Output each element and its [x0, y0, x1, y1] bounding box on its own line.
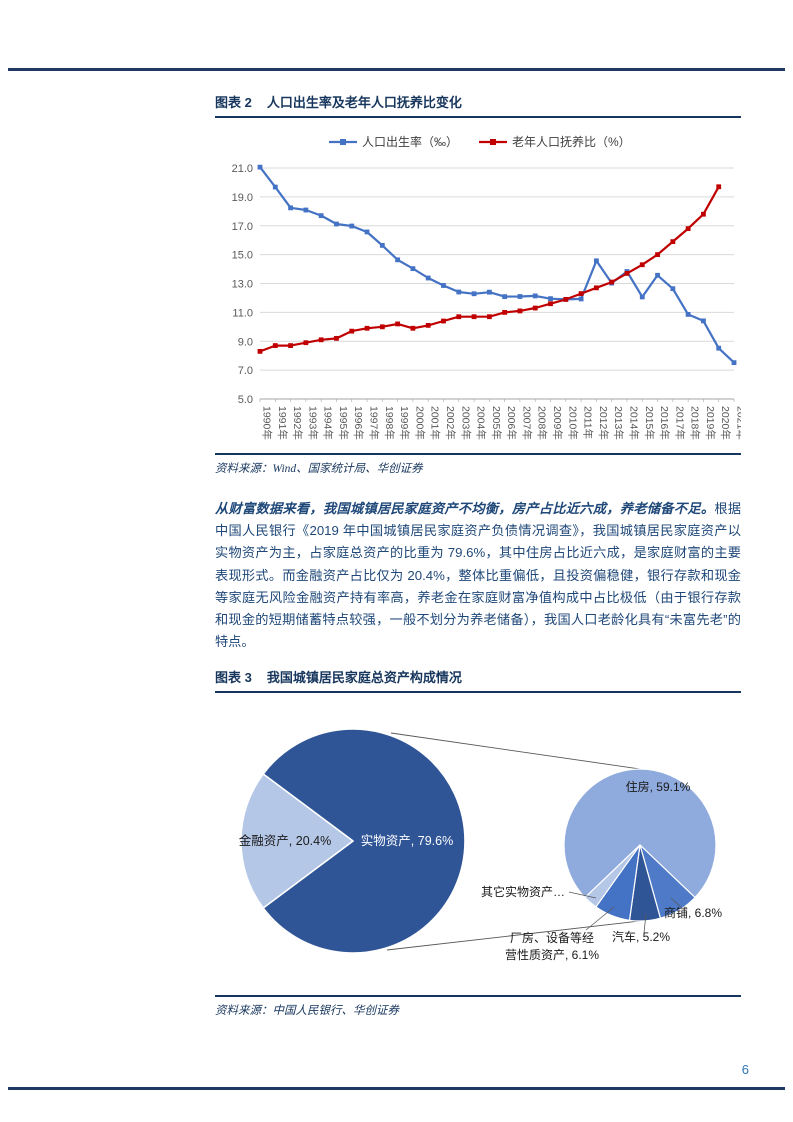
svg-text:19.0: 19.0	[232, 192, 253, 204]
figure-3-title: 我国城镇居民家庭总资产构成情况	[266, 670, 462, 686]
main-pie-label: 金融资产, 20.4%	[239, 833, 331, 848]
svg-text:老年人口抚养比（%）: 老年人口抚养比（%）	[512, 134, 631, 149]
chart-legend: 人口出生率（‰） 老年人口抚养比（%）	[329, 134, 631, 149]
series-old-age-dependency	[257, 184, 722, 354]
svg-text:2008年: 2008年	[536, 406, 549, 440]
figure-2-label: 图表 2	[215, 95, 252, 110]
pie-connector-lines	[386, 732, 641, 951]
svg-text:2002年: 2002年	[444, 406, 457, 440]
svg-text:2000年: 2000年	[413, 406, 426, 440]
svg-text:2013年: 2013年	[612, 406, 625, 440]
svg-text:2017年: 2017年	[673, 406, 686, 440]
svg-text:11.0: 11.0	[232, 307, 253, 319]
svg-text:1996年: 1996年	[352, 406, 365, 440]
svg-text:其它实物资产…: 其它实物资产…	[481, 884, 565, 899]
svg-text:21.0: 21.0	[232, 163, 253, 175]
svg-text:2019年: 2019年	[704, 406, 717, 440]
svg-text:营性质资产, 6.1%: 营性质资产, 6.1%	[505, 948, 599, 962]
gridlines	[260, 167, 734, 400]
svg-text:商铺, 6.8%: 商铺, 6.8%	[664, 905, 722, 920]
household-assets-pie-chart: 实物资产, 79.6% 金融资产, 20.4% 住房, 59.1% 商铺, 6.8% 汽…	[239, 728, 722, 962]
svg-text:2009年: 2009年	[551, 406, 564, 440]
sub-pie	[563, 768, 717, 922]
svg-text:2006年: 2006年	[505, 406, 518, 440]
slice-sub-3	[584, 844, 641, 908]
slice-physical-assets	[262, 728, 466, 954]
svg-text:厂房、设备等经: 厂房、设备等经	[510, 930, 594, 945]
page-content: 图表 2 人口出生率及老年人口抚养比变化 5.0 7.0 9.0 11.0 13.0 15…	[215, 92, 741, 1018]
figure-3-source: 资料来源：中国人民银行、华创证券	[215, 1005, 399, 1018]
slice-financial-assets	[240, 773, 354, 909]
svg-text:1999年: 1999年	[398, 406, 411, 440]
figure-3-label: 图表 3	[215, 670, 252, 686]
body-paragraph: 从财富数据来看，我国城镇居民家庭资产不均衡，房产占比近六成，养老储备不足。根据中…	[215, 498, 741, 653]
figure-2-source: 资料来源：Wind、国家统计局、华创证券	[215, 463, 423, 475]
y-axis-labels: 5.0 7.0 9.0 11.0 13.0 15.0 17.0 19.0 21.0	[232, 163, 253, 406]
svg-text:13.0: 13.0	[232, 279, 253, 291]
slice-housing	[563, 768, 717, 899]
page-number: 6	[741, 1062, 749, 1077]
svg-text:1993年: 1993年	[306, 406, 319, 440]
svg-text:2014年: 2014年	[627, 406, 640, 440]
svg-text:2003年: 2003年	[459, 406, 472, 440]
svg-text:2018年: 2018年	[689, 406, 702, 440]
svg-text:2011年: 2011年	[582, 406, 595, 439]
svg-text:住房, 59.1%: 住房, 59.1%	[626, 779, 691, 794]
svg-text:5.0: 5.0	[238, 394, 253, 406]
svg-text:7.0: 7.0	[238, 365, 253, 377]
main-pie: 实物资产, 79.6% 金融资产, 20.4%	[239, 728, 466, 954]
figure-2-title: 人口出生率及老年人口抚养比变化	[266, 95, 462, 110]
svg-text:1992年: 1992年	[291, 406, 304, 440]
main-pie-label: 实物资产, 79.6%	[361, 833, 453, 848]
svg-text:1994年: 1994年	[322, 406, 335, 440]
svg-text:1991年: 1991年	[276, 406, 289, 440]
svg-text:15.0: 15.0	[232, 250, 253, 262]
paragraph-rest: 根据中国人民银行《2019 年中国城镇居民家庭资产负债情况调查》，我国城镇居民家…	[215, 501, 742, 650]
header-rule	[8, 68, 785, 71]
svg-text:17.0: 17.0	[232, 221, 253, 233]
svg-text:1995年: 1995年	[337, 406, 350, 440]
paragraph-lead: 从财富数据来看，我国城镇居民家庭资产不均衡，房产占比近六成，养老储备不足。	[215, 501, 715, 516]
svg-text:1997年: 1997年	[368, 406, 381, 440]
series-birth-rate	[257, 164, 737, 366]
figure-3-chart-box: 实物资产, 79.6% 金融资产, 20.4% 住房, 59.1% 商铺, 6.8% 汽…	[215, 693, 741, 998]
svg-text:人口出生率（‰）: 人口出生率（‰）	[362, 134, 458, 149]
svg-text:2001年: 2001年	[429, 406, 442, 440]
svg-text:1998年: 1998年	[383, 406, 396, 440]
svg-text:2007年: 2007年	[520, 406, 533, 440]
svg-text:1990年: 1990年	[261, 406, 274, 440]
svg-text:2012年: 2012年	[597, 406, 610, 440]
figure-3-title-bar: 图表 3 我国城镇居民家庭总资产构成情况	[215, 667, 741, 694]
figure-2-chart-box: 5.0 7.0 9.0 11.0 13.0 15.0 17.0 19.0 21.0 1990年 19…	[215, 118, 741, 455]
x-axis-labels: 1990年 1991年 1992年 1993年 1994年 1995年 1996年 1997年…	[259, 399, 742, 440]
svg-text:2015年: 2015年	[643, 406, 656, 440]
svg-text:2016年: 2016年	[658, 406, 671, 440]
svg-text:汽车, 5.2%: 汽车, 5.2%	[612, 929, 670, 944]
figure-3: 图表 3 我国城镇居民家庭总资产构成情况 实物资产, 79.6% 金融资产, 20…	[215, 667, 741, 1018]
figure-2: 图表 2 人口出生率及老年人口抚养比变化 5.0 7.0 9.0 11.0 13.0 15…	[215, 92, 741, 476]
svg-text:2010年: 2010年	[566, 406, 579, 440]
footer-rule	[8, 1087, 785, 1090]
figure-2-title-bar: 图表 2 人口出生率及老年人口抚养比变化	[215, 92, 741, 118]
svg-text:2021年: 2021年	[735, 406, 742, 440]
svg-text:2005年: 2005年	[490, 406, 503, 440]
svg-text:2004年: 2004年	[475, 406, 488, 440]
svg-text:2020年: 2020年	[719, 406, 732, 440]
svg-text:9.0: 9.0	[238, 336, 253, 348]
